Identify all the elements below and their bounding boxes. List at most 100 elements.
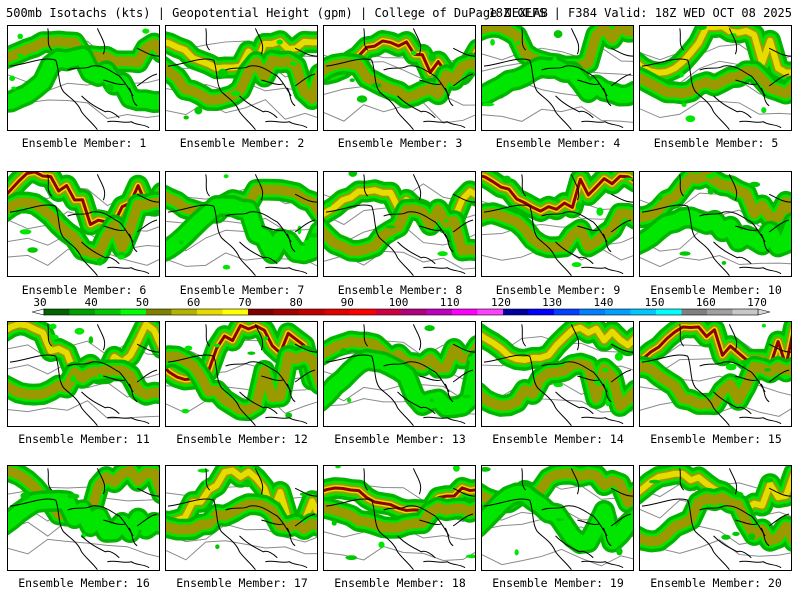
isotach-blob (356, 95, 368, 103)
member-map-panel[interactable] (7, 25, 160, 131)
member-map-panel[interactable] (165, 465, 318, 571)
coastline (9, 58, 98, 130)
member-map-panel[interactable] (639, 25, 792, 131)
colorbar-swatch (120, 309, 147, 315)
coastline (541, 211, 608, 243)
isotach-blob (137, 529, 142, 534)
member-map-panel[interactable] (481, 465, 634, 571)
colorbar-tick-label: 40 (85, 296, 98, 309)
member-map-panel[interactable] (639, 465, 792, 571)
isotach-blob (203, 479, 209, 484)
isotach-blob (428, 53, 436, 62)
member-map-panel[interactable] (481, 321, 634, 427)
member-caption: Ensemble Member: 9 (495, 283, 621, 297)
colorbar-tick-label: 130 (542, 296, 562, 309)
member-map-panel[interactable] (639, 321, 792, 427)
coastline (363, 324, 422, 351)
member-map (640, 26, 791, 130)
isotach-blob (453, 466, 460, 472)
coastline (239, 391, 278, 415)
colorbar-swatch (248, 309, 274, 315)
isotach-blob (732, 491, 744, 498)
isotach-blob (552, 56, 558, 64)
member-caption: Ensemble Member: 12 (176, 432, 308, 446)
coastline (397, 535, 436, 559)
height-contour (8, 400, 159, 419)
isotach-blob (593, 377, 604, 386)
coastline (679, 28, 738, 55)
member-map-panel[interactable] (481, 25, 634, 131)
height-contour (482, 106, 633, 123)
coastline (541, 65, 608, 97)
colorbar-swatch (350, 309, 376, 315)
height-contour (482, 548, 633, 567)
isotach-blob (747, 533, 756, 541)
coastline (107, 416, 150, 425)
coastline (452, 193, 475, 233)
coastline (610, 487, 633, 527)
coastline (325, 58, 414, 130)
coastline (735, 225, 770, 253)
colorbar-tick-label: 170 (747, 296, 767, 309)
coastline (768, 487, 791, 527)
coastline (581, 416, 624, 425)
isotach-colorbar: 30 40 50 60 70 80 90 100 110 120 130 140 150 160 170 (31, 296, 771, 316)
height-contour (166, 540, 317, 561)
member-map-panel[interactable] (165, 321, 318, 427)
isotach-blob (242, 479, 252, 488)
coastline (423, 560, 466, 569)
member-map-panel[interactable] (7, 171, 160, 277)
isotach-blob (263, 336, 269, 341)
isotach-blob (179, 240, 184, 245)
colorbar-swatch (324, 309, 351, 315)
member-map-panel[interactable] (7, 321, 160, 427)
height-contour (640, 254, 791, 268)
isotach-blob (648, 479, 661, 484)
coastline (397, 95, 436, 119)
isotach-blob (571, 262, 582, 268)
coastline (713, 95, 752, 119)
member-map (324, 172, 475, 276)
member-map-panel[interactable] (323, 465, 476, 571)
coastline (735, 519, 770, 547)
member-caption: Ensemble Member: 4 (495, 136, 621, 150)
coastline (261, 519, 296, 547)
coastline (610, 47, 633, 87)
coastline (739, 266, 782, 275)
member-map-panel[interactable] (323, 171, 476, 277)
isotach-blob (685, 115, 696, 123)
member-map-panel[interactable] (323, 321, 476, 427)
member-caption: Ensemble Member: 7 (179, 283, 305, 297)
coastline (261, 375, 296, 403)
member-map-panel[interactable] (165, 171, 318, 277)
coastline (107, 120, 150, 129)
isotach-blob (679, 72, 684, 78)
member-caption: Ensemble Member: 15 (650, 432, 782, 446)
isotach-blob (17, 53, 23, 58)
isotach-blob (740, 359, 750, 365)
colorbar-swatch (528, 309, 555, 315)
colorbar-tick-label: 70 (238, 296, 251, 309)
coastline (419, 225, 454, 253)
member-map (8, 466, 159, 570)
member-map-panel[interactable] (165, 25, 318, 131)
coastline (739, 416, 782, 425)
coastline (383, 361, 450, 393)
member-map-panel[interactable] (7, 465, 160, 571)
isotach-band (8, 197, 159, 260)
coastline (419, 79, 454, 107)
coastline (699, 361, 766, 393)
member-map-panel[interactable] (323, 25, 476, 131)
coastline (768, 193, 791, 233)
member-map-panel[interactable] (481, 171, 634, 277)
coastline (577, 225, 612, 253)
member-map-panel[interactable] (639, 171, 792, 277)
coastline (265, 266, 308, 275)
colorbar-swatch (477, 309, 504, 315)
isotach-blob (467, 356, 475, 362)
coastline (167, 354, 256, 426)
isotach-blob (761, 107, 767, 114)
isotach-blob (19, 229, 32, 235)
figure-header: 500mb Isotachs (kts) | Geopotential Heig… (6, 4, 796, 22)
coastline (555, 391, 594, 415)
